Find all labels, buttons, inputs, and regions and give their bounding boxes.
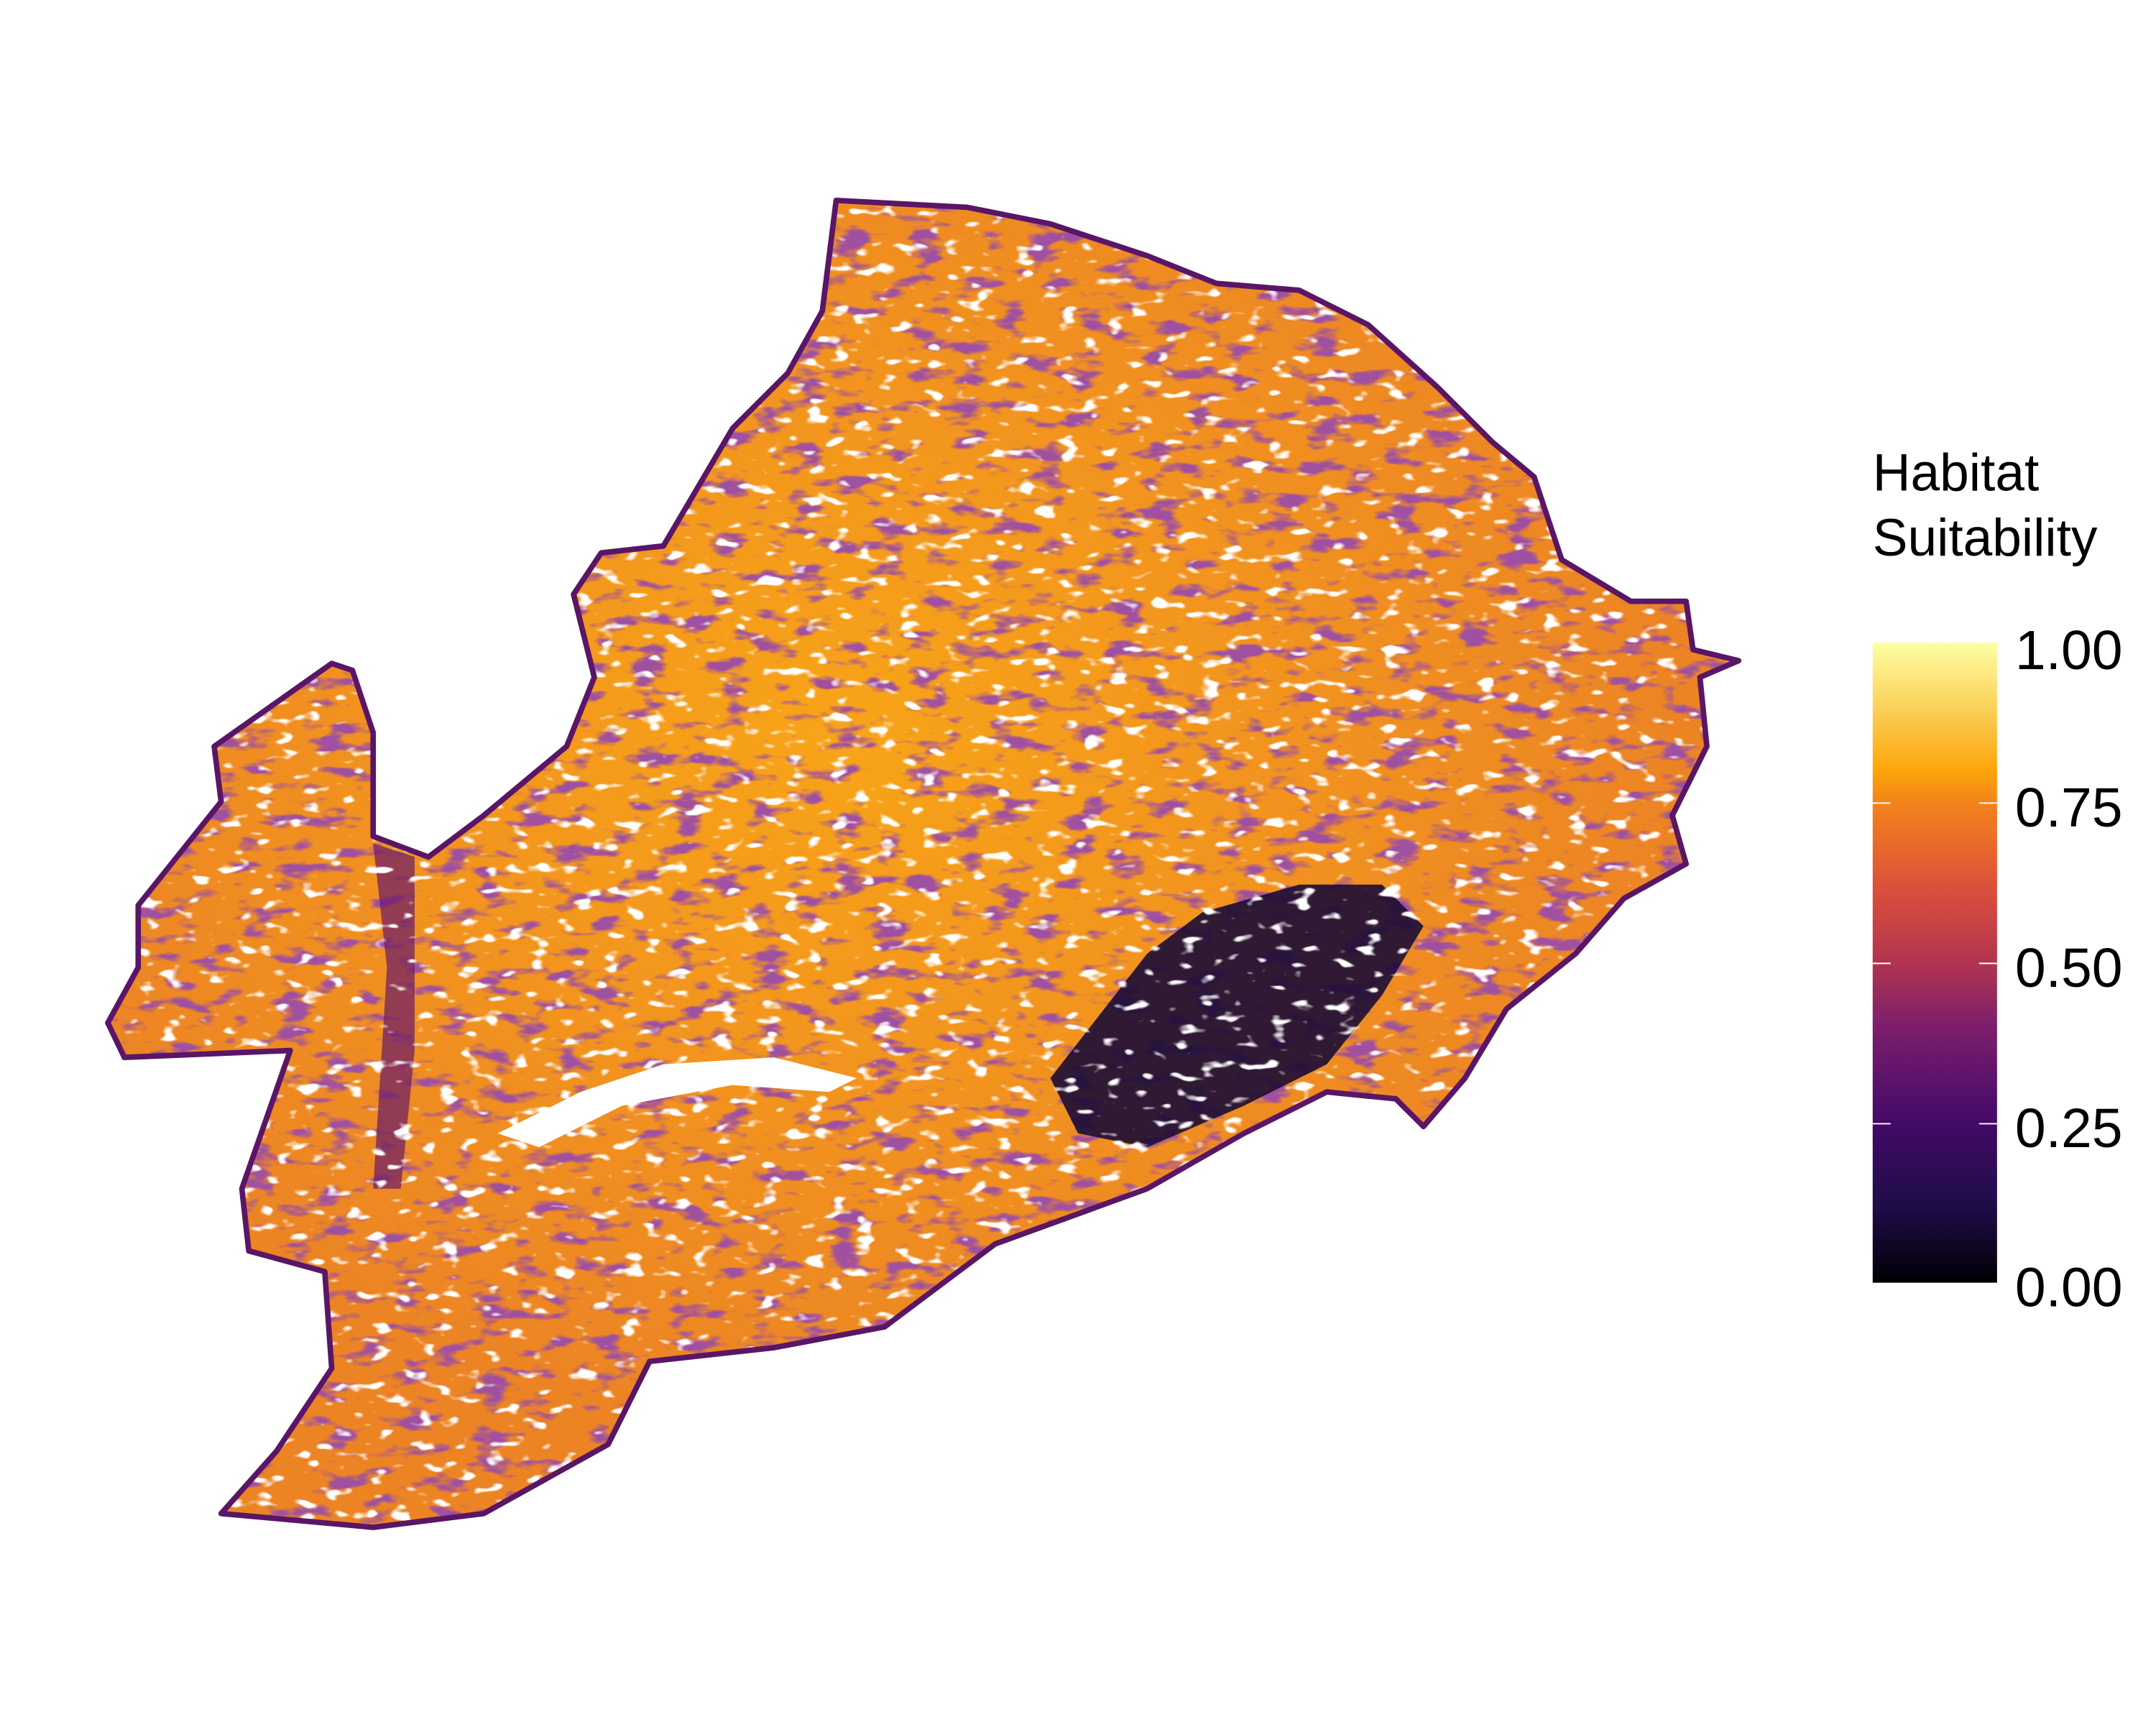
legend-tick-1-00: 1.00 [2015,620,2123,681]
legend-colorbar [1872,643,1997,1283]
legend-tick-0-75: 0.75 [2015,777,2123,839]
legend-tick-marks [1872,802,1997,1125]
legend-tick-0-25: 0.25 [2015,1098,2123,1159]
legend-title-line1: Habitat [1873,444,2040,502]
legend-tick-0-00: 0.00 [2015,1256,2123,1318]
legend: Habitat Suitability 1.00 0.75 0.50 0.25 … [1872,444,2123,1318]
no-data-strip [497,1057,857,1148]
legend-title-line2: Suitability [1873,509,2098,567]
legend-tick-0-50: 0.50 [2015,937,2123,999]
suitability-raster [108,200,1739,1527]
